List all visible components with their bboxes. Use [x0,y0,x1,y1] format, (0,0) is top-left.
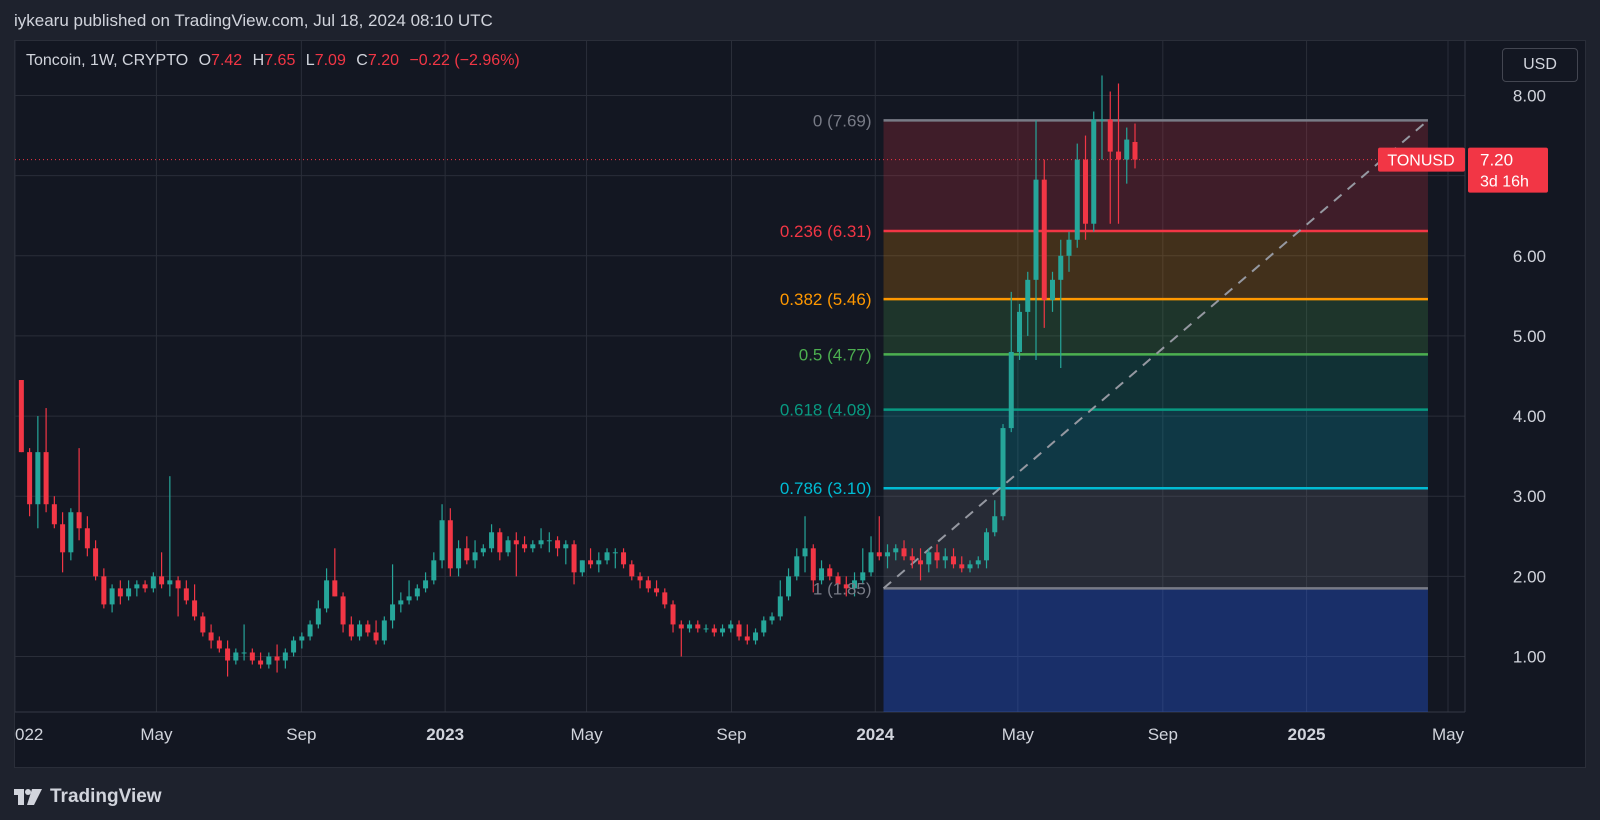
chart-panel[interactable] [14,40,1586,768]
symbol-name[interactable]: Toncoin, 1W, CRYPTO [26,52,189,69]
low-label: L [305,52,315,69]
open-label: O [198,52,212,69]
low-value: 7.09 [314,52,346,69]
tradingview-logo-icon [14,789,42,805]
change-value: −0.22 (−2.96%) [409,52,520,69]
currency-button[interactable]: USD [1502,48,1578,82]
high-value: 7.65 [264,52,296,69]
publication-info: iykearu published on TradingView.com, Ju… [14,11,493,30]
open-value: 7.42 [211,52,243,69]
high-label: H [252,52,265,69]
symbol-legend: Toncoin, 1W, CRYPTO O7.42 H7.65 L7.09 C7… [26,52,520,70]
brand[interactable]: TradingView [14,786,162,808]
close-label: C [356,52,368,69]
close-value: 7.20 [367,52,399,69]
top-bar: iykearu published on TradingView.com, Ju… [0,0,1600,40]
brand-name: TradingView [50,786,162,807]
footer [0,768,1600,820]
